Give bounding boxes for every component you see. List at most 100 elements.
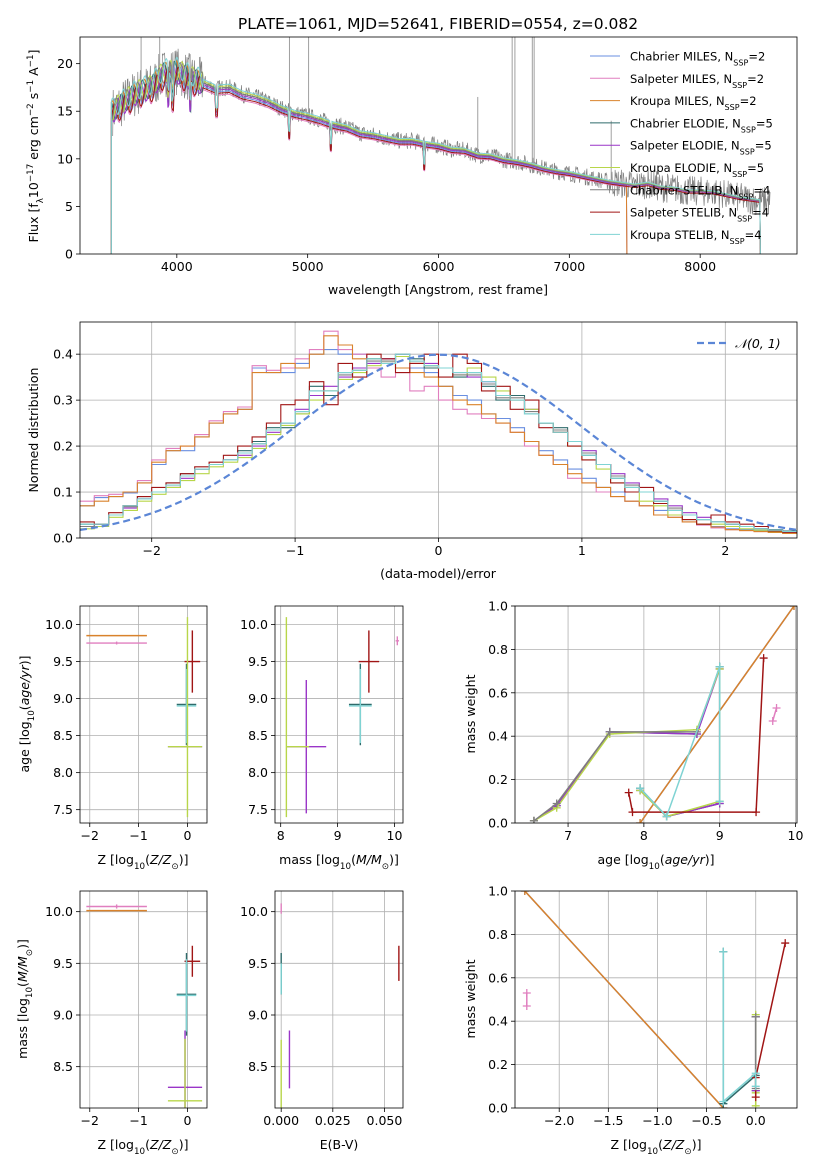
x-axis-label-part: Z [log [611, 1137, 647, 1152]
plot-area [520, 891, 790, 1108]
x-axis-label-part: 10 [649, 862, 660, 872]
axes-frame [79, 890, 208, 1109]
weight-marker [789, 606, 797, 610]
weight-line [524, 891, 724, 1108]
x-axis-label: Z [log10(Z/Z⊙)] [611, 1137, 702, 1157]
legend-label: Chabrier MILES, NSSP=2 [630, 50, 765, 68]
weight-marker [759, 654, 768, 663]
legend-label-part: =5 [755, 139, 772, 153]
x-tick-label: −2 [81, 828, 99, 843]
x-tick-label: 0.000 [263, 1113, 299, 1128]
weight-marker [605, 727, 614, 736]
y-tick-label: 8.5 [248, 728, 268, 743]
x-tick-label: −2 [142, 543, 160, 558]
legend-label: Salpeter ELODIE, NSSP=5 [630, 139, 772, 157]
x-tick-label: 1 [578, 543, 586, 558]
y-tick-label: 1.0 [488, 884, 508, 899]
x-axis-label-part: )] [389, 852, 399, 867]
weight-marker [751, 1093, 760, 1102]
legend-label-part: SSP [725, 103, 740, 112]
legend-label-part: SSP [738, 192, 753, 201]
x-tick-label: 0.025 [315, 1113, 351, 1128]
model-spectrum-line [110, 60, 761, 254]
plot-area [80, 330, 797, 534]
y-axis-label-part: λ [36, 198, 46, 203]
x-tick-label: 6000 [423, 259, 455, 274]
legend-label: Salpeter MILES, NSSP=2 [630, 72, 764, 90]
y-tick-label: 0.3 [53, 393, 73, 408]
legend-label-part: Salpeter ELODIE, N [630, 139, 740, 153]
x-tick-label: −2 [81, 1113, 99, 1128]
y-tick-label: 9.5 [248, 654, 268, 669]
x-axis-label-part: ⊙ [171, 862, 178, 872]
mass-vs-extinction-chart: 0.000 0.025 0.050 8.5 9.0 9.5 10.0 E(B-V) [240, 890, 404, 1152]
y-tick-label: 8.5 [53, 1059, 73, 1074]
y-axis-label-part: −17 [26, 164, 36, 182]
x-axis-label-part: 10 [134, 862, 145, 872]
x-tick-label: 0 [183, 828, 191, 843]
y-axis-label-part: age [log [17, 721, 32, 772]
legend-label-part: SSP [737, 214, 752, 223]
x-axis-label-part: ( [660, 852, 665, 867]
x-tick-label: 7 [564, 828, 572, 843]
y-tick-label: 10.0 [240, 617, 268, 632]
y-axis-label-part: −2 [26, 103, 36, 116]
y-axis-label-part: −1 [26, 80, 36, 93]
model-spectrum-line [110, 65, 628, 254]
x-tick-label: 10 [387, 828, 403, 843]
y-axis-label-part: )] [15, 939, 30, 949]
weight-marker [662, 812, 671, 821]
x-axis-label-part: 10 [134, 1147, 145, 1157]
model-spectrum-line [110, 66, 761, 254]
legend-label-part: Kroupa MILES, N [630, 94, 725, 108]
spectrum-legend: Chabrier MILES, NSSP=2 Salpeter MILES, NS… [590, 50, 773, 245]
y-tick-label: 10.0 [240, 904, 268, 919]
y-tick-label: 0.0 [53, 531, 73, 546]
x-axis-label-part: Z/Z [149, 852, 172, 867]
weight-line [639, 606, 795, 823]
y-axis-label-part: M/M [15, 956, 30, 982]
x-tick-label: 7000 [553, 259, 585, 274]
x-axis-label-part: ( [145, 852, 150, 867]
x-tick-label: 9 [716, 828, 724, 843]
spectrum-chart: 4000 5000 6000 7000 8000 0 5 10 15 20 Chabrier MIL… [26, 36, 798, 297]
legend-label-part: SSP [730, 236, 745, 245]
x-axis-label-part: M/M [356, 852, 382, 867]
y-tick-label: 15 [57, 104, 73, 119]
weight-marker [719, 1097, 728, 1106]
y-tick-label: 8.5 [53, 728, 73, 743]
y-tick-label: 20 [57, 56, 73, 71]
x-axis-label-part: ( [145, 1137, 150, 1152]
x-tick-label: 0.0 [746, 1113, 766, 1128]
x-tick-label: 4000 [161, 259, 193, 274]
x-tick-label: 0 [183, 1113, 191, 1128]
weight-line [533, 731, 697, 822]
y-tick-label: 8.0 [248, 765, 268, 780]
y-axis-label-part: Flux [f [26, 203, 41, 243]
y-tick-label: 9.5 [53, 654, 73, 669]
y-axis-label-part: ] [26, 50, 41, 55]
weight-marker [719, 947, 728, 956]
y-tick-label: 9.5 [53, 956, 73, 971]
weight-line [639, 666, 721, 818]
weight-marker [520, 891, 529, 895]
x-axis-label-part: 10 [647, 1147, 658, 1157]
x-tick-label: 5000 [292, 259, 324, 274]
x-axis-label-part: )] [692, 1137, 702, 1152]
y-tick-label: 9.0 [248, 1008, 268, 1023]
x-axis-label-part: Z/Z [149, 1137, 172, 1152]
y-axis-label-part: age/yr [17, 664, 32, 705]
mass-weight-vs-metallicity-chart: −2.0 −1.5 −1.0 −0.5 0.0 0.0 0.2 0.4 0.6 0.8 1.0 Z [… [463, 884, 798, 1157]
y-axis-label: mass weight [463, 674, 478, 753]
y-tick-label: 0.0 [488, 816, 508, 831]
y-axis-label-part: 10 [26, 182, 41, 198]
legend-label: Salpeter STELIB, NSSP=4 [630, 206, 769, 224]
weight-marker [751, 1012, 760, 1021]
weight-marker [751, 1082, 760, 1091]
y-axis-label: mass weight [463, 959, 478, 1038]
x-axis-label-part: Z [log [98, 1137, 134, 1152]
y-axis-label: age [log10(age/yr)] [17, 655, 37, 772]
legend-label-part: SSP [740, 147, 755, 156]
y-tick-label: 0.4 [488, 1014, 508, 1029]
